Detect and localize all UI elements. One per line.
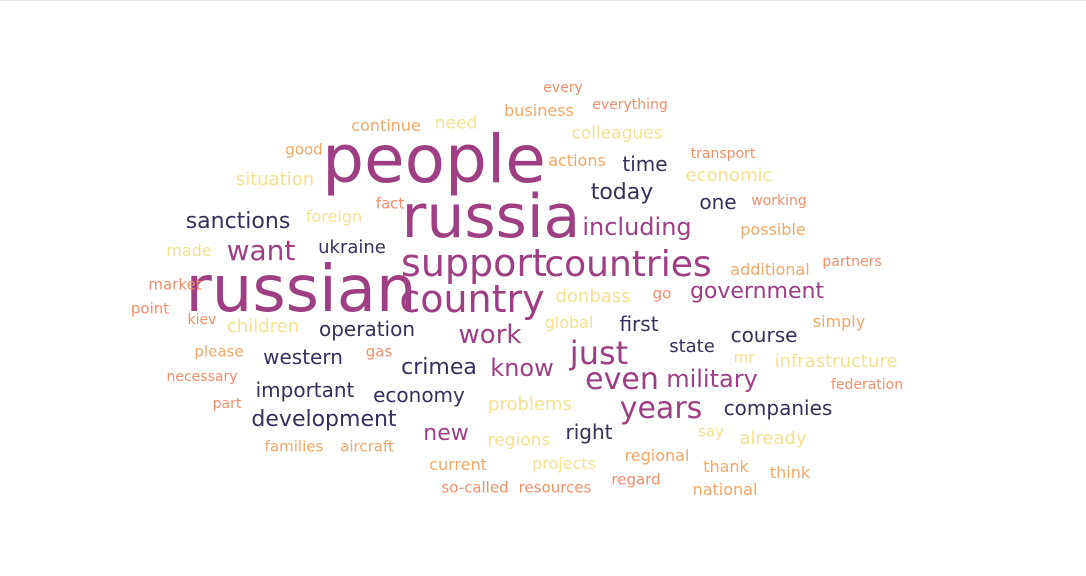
cloud-word: regional bbox=[624, 446, 690, 465]
cloud-word: need bbox=[434, 113, 478, 134]
cloud-word: say bbox=[698, 422, 724, 441]
cloud-word: problems bbox=[488, 394, 572, 415]
cloud-word: years bbox=[619, 391, 703, 426]
cloud-word: families bbox=[264, 437, 324, 456]
cloud-word: government bbox=[689, 279, 825, 304]
cloud-word: go bbox=[652, 284, 672, 303]
cloud-word: new bbox=[423, 421, 469, 446]
cloud-word: colleagues bbox=[571, 123, 663, 144]
cloud-word: working bbox=[751, 193, 807, 209]
cloud-word: possible bbox=[740, 220, 806, 239]
cloud-word: donbass bbox=[555, 286, 631, 307]
cloud-word: right bbox=[565, 420, 613, 444]
cloud-word: regions bbox=[487, 430, 551, 451]
cloud-word: made bbox=[166, 241, 212, 260]
cloud-word: fact bbox=[375, 194, 405, 213]
cloud-word: part bbox=[212, 396, 242, 412]
cloud-word: already bbox=[739, 428, 807, 449]
cloud-word: market bbox=[148, 275, 202, 294]
cloud-word: military bbox=[666, 365, 758, 393]
cloud-word: work bbox=[458, 320, 522, 350]
cloud-word: actions bbox=[548, 151, 606, 170]
cloud-word: transport bbox=[690, 146, 756, 162]
cloud-word: country bbox=[399, 277, 545, 321]
cloud-word: ukraine bbox=[318, 237, 386, 258]
cloud-word: projects bbox=[532, 454, 596, 473]
cloud-word: today bbox=[590, 180, 654, 205]
cloud-word: including bbox=[582, 213, 692, 241]
top-divider bbox=[0, 0, 1086, 1]
cloud-word: economy bbox=[373, 383, 465, 407]
cloud-word: support bbox=[401, 241, 547, 285]
cloud-word: good bbox=[285, 140, 323, 159]
cloud-word: just bbox=[569, 334, 629, 372]
cloud-word: gas bbox=[365, 342, 393, 361]
cloud-word: partners bbox=[822, 254, 882, 270]
cloud-word: development bbox=[251, 407, 397, 432]
cloud-word: want bbox=[226, 234, 296, 267]
cloud-word: people bbox=[322, 121, 546, 198]
cloud-word: additional bbox=[730, 260, 810, 279]
cloud-word: countries bbox=[544, 244, 712, 285]
cloud-word: children bbox=[226, 316, 300, 337]
cloud-word: please bbox=[194, 342, 244, 361]
cloud-word: global bbox=[544, 313, 594, 332]
cloud-word: mr bbox=[733, 348, 755, 367]
cloud-word: one bbox=[699, 190, 737, 214]
cloud-word: resources bbox=[518, 478, 592, 497]
cloud-word: continue bbox=[351, 116, 421, 135]
cloud-word: national bbox=[692, 480, 758, 499]
cloud-word: so-called bbox=[441, 478, 509, 497]
cloud-word: think bbox=[769, 463, 811, 482]
cloud-word: western bbox=[263, 345, 343, 369]
cloud-word: point bbox=[130, 299, 170, 318]
cloud-word: current bbox=[429, 455, 487, 474]
cloud-word: time bbox=[622, 152, 668, 176]
cloud-word: every bbox=[543, 80, 583, 96]
cloud-word: situation bbox=[235, 169, 315, 190]
cloud-word: everything bbox=[592, 97, 668, 113]
cloud-word: crimea bbox=[401, 355, 477, 380]
cloud-word: first bbox=[619, 312, 659, 336]
cloud-word: know bbox=[490, 354, 554, 382]
cloud-word: necessary bbox=[166, 369, 238, 385]
cloud-word: thank bbox=[703, 457, 749, 476]
cloud-word: even bbox=[585, 362, 659, 397]
cloud-word: aircraft bbox=[340, 437, 394, 456]
cloud-word: economic bbox=[685, 165, 773, 186]
cloud-word: course bbox=[730, 323, 798, 347]
cloud-word: operation bbox=[318, 317, 416, 341]
cloud-word: foreign bbox=[305, 207, 363, 226]
cloud-word: simply bbox=[812, 312, 866, 331]
cloud-word: sanctions bbox=[185, 209, 291, 234]
cloud-word: business bbox=[504, 101, 574, 120]
cloud-word: state bbox=[669, 336, 715, 357]
cloud-word: important bbox=[255, 378, 355, 402]
cloud-word: federation bbox=[830, 377, 904, 393]
cloud-word: russia bbox=[401, 182, 581, 252]
cloud-word: regard bbox=[611, 470, 661, 489]
cloud-word: companies bbox=[723, 396, 833, 420]
cloud-word: infrastructure bbox=[774, 351, 898, 372]
cloud-word: russian bbox=[185, 253, 417, 327]
cloud-word: kiev bbox=[187, 312, 217, 328]
